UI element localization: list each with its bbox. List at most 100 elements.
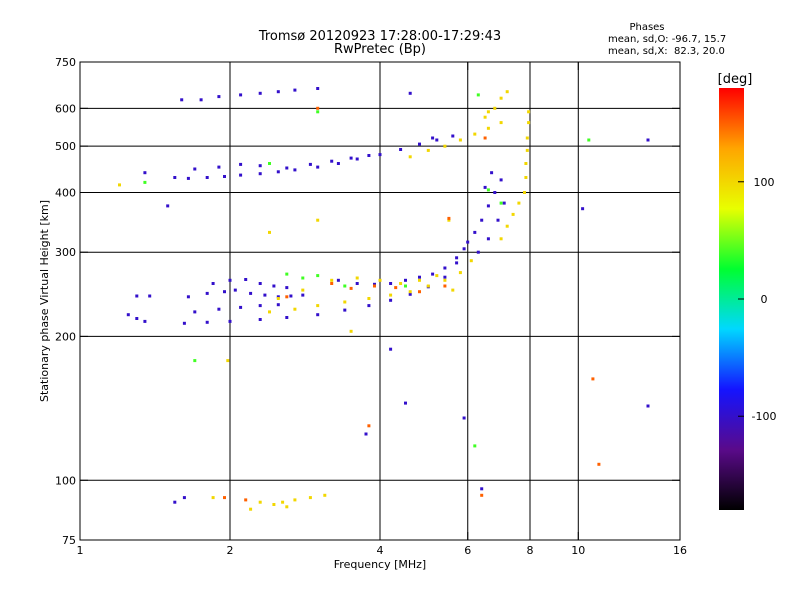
echo-point xyxy=(249,291,253,295)
echo-point xyxy=(389,298,393,302)
echo-point xyxy=(316,274,320,278)
echo-point xyxy=(244,278,248,281)
echo-point xyxy=(285,166,289,170)
echo-point xyxy=(308,162,312,166)
echo-point xyxy=(451,288,455,292)
echo-point xyxy=(316,165,320,169)
echo-point xyxy=(258,500,262,504)
grid-lines xyxy=(80,62,680,540)
echo-point xyxy=(118,183,121,187)
echo-point xyxy=(301,288,305,292)
echo-point xyxy=(316,110,320,114)
echo-point xyxy=(239,173,243,177)
echo-point xyxy=(276,303,280,307)
echo-point xyxy=(443,275,447,279)
x-tick-label: 1 xyxy=(77,544,84,557)
echo-point xyxy=(343,284,347,288)
echo-point xyxy=(285,505,289,509)
echo-point xyxy=(258,304,262,308)
echo-point xyxy=(447,218,451,222)
echo-point xyxy=(343,300,347,304)
echo-point xyxy=(249,507,253,511)
echo-point xyxy=(499,96,503,100)
colorbar-tick-label: -100 xyxy=(752,410,777,423)
echo-point xyxy=(367,154,371,157)
echo-point xyxy=(285,286,289,290)
echo-point xyxy=(180,98,184,102)
echo-point xyxy=(523,191,526,194)
echo-point xyxy=(525,148,529,152)
echo-point xyxy=(316,106,320,110)
echo-point xyxy=(217,165,221,169)
echo-point xyxy=(447,216,451,220)
echo-point xyxy=(193,310,197,314)
echo-point xyxy=(473,230,477,234)
echo-point xyxy=(418,142,421,146)
echo-point xyxy=(355,282,359,285)
echo-point xyxy=(228,278,232,282)
echo-point xyxy=(597,462,601,466)
y-axis-label: Stationary phase Virtual Height [km] xyxy=(38,200,51,402)
echo-point xyxy=(316,304,320,308)
stats-header: Phases xyxy=(629,22,664,33)
y-tick-label: 400 xyxy=(55,186,76,199)
echo-point xyxy=(349,329,353,333)
echo-point xyxy=(316,87,320,90)
echo-point xyxy=(330,278,334,282)
y-tick-label: 200 xyxy=(55,330,76,343)
echo-point xyxy=(496,218,500,222)
echo-point xyxy=(525,136,529,140)
chart-subtitle: RwPretec (Bp) xyxy=(334,42,426,57)
echo-point xyxy=(426,148,430,152)
echo-point xyxy=(486,126,490,130)
echo-point xyxy=(285,295,289,299)
y-tick-label: 75 xyxy=(62,534,76,547)
echo-point xyxy=(486,110,490,114)
echo-point xyxy=(355,276,359,280)
echo-point xyxy=(499,201,503,205)
echo-point xyxy=(205,176,209,179)
echo-point xyxy=(217,307,221,311)
echo-point xyxy=(517,201,521,205)
echo-point xyxy=(458,271,462,275)
echo-point xyxy=(511,212,515,216)
echo-point xyxy=(343,308,347,312)
y-tick-label: 300 xyxy=(55,246,76,259)
echo-point xyxy=(199,98,203,102)
echo-point xyxy=(418,278,421,282)
echo-point xyxy=(239,305,243,309)
echo-point xyxy=(148,294,152,298)
echo-point xyxy=(276,295,280,299)
echo-point xyxy=(143,180,147,184)
echo-point xyxy=(493,191,497,194)
y-tick-label: 750 xyxy=(55,56,76,69)
echo-point xyxy=(499,121,503,125)
echo-point xyxy=(336,162,340,165)
echo-point xyxy=(408,292,412,296)
echo-point xyxy=(435,274,439,278)
echo-point xyxy=(455,256,459,260)
echo-point xyxy=(285,272,289,276)
echo-point xyxy=(408,155,412,159)
echo-point xyxy=(166,204,170,208)
echo-point xyxy=(211,282,215,285)
echo-point xyxy=(378,278,382,282)
x-tick-label: 8 xyxy=(527,544,534,557)
echo-point xyxy=(502,201,506,205)
echo-point xyxy=(394,286,398,290)
echo-point xyxy=(404,401,407,405)
echo-point xyxy=(135,317,139,320)
x-tick-label: 16 xyxy=(673,544,687,557)
echo-point xyxy=(268,230,271,234)
echo-point xyxy=(281,500,285,504)
echo-point xyxy=(499,178,503,182)
echo-point xyxy=(480,487,484,491)
echo-point xyxy=(268,310,271,314)
echo-point xyxy=(233,288,237,292)
echo-point xyxy=(293,168,297,172)
echo-point xyxy=(399,148,403,151)
echo-point xyxy=(389,293,393,297)
echo-point xyxy=(476,93,480,97)
y-tick-label: 500 xyxy=(55,140,76,153)
echo-point xyxy=(473,132,477,136)
